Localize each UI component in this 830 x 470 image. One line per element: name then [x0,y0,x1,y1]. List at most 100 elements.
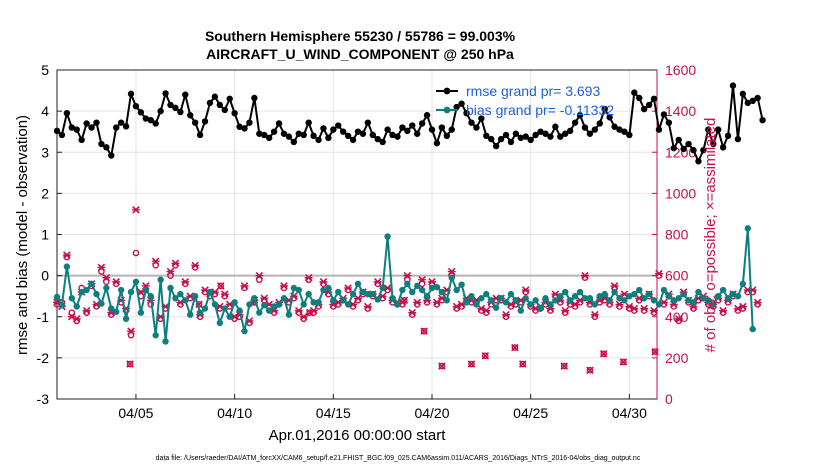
rmse-marker [418,120,426,127]
rmse-marker [413,130,421,137]
bias-marker [685,297,692,304]
obs-possible-marker [191,264,199,271]
bias-marker [389,295,396,302]
legend-rmse-marker [443,87,451,95]
rmse-marker [724,132,732,139]
bias-marker [157,276,164,283]
obs-assimilated-marker [151,257,160,265]
rmse-marker [616,126,623,133]
bias-marker [409,288,416,296]
rmse-marker [196,131,204,139]
bias-marker [626,292,633,300]
rmse-marker [216,101,224,109]
rmse-marker [132,102,140,110]
obs-extra-marker [586,366,594,374]
bias-marker [261,302,268,309]
bias-marker [191,292,199,300]
obs-possible-marker [423,299,431,306]
obs-possible-marker [502,313,510,321]
rmse-marker [586,130,594,137]
rmse-marker [453,103,460,111]
obs-extra-circle [600,350,608,358]
bias-marker [349,290,357,298]
obs-possible-marker [433,301,441,308]
bias-marker [275,301,283,308]
obs-possible-marker [571,303,579,310]
bias-marker [690,299,697,306]
rmse-marker [448,126,455,133]
obs-possible-marker [132,249,140,257]
obs-possible-marker [482,309,490,316]
bias-marker [246,301,253,308]
rmse-marker [463,109,470,117]
obs-extra-circle [401,296,408,304]
rmse-marker [379,138,386,146]
chart-title-line2: AIRCRAFT_U_WIND_COMPONENT @ 250 hPa [206,46,514,62]
obs-possible-marker [458,303,465,310]
legend-bias-marker [443,106,451,114]
obs-extra-marker [305,308,314,317]
bias-marker [621,297,628,304]
obs-possible-marker [408,311,416,318]
bias-marker [117,286,125,294]
obs-possible-marker [172,262,179,269]
bias-marker [631,290,638,298]
rmse-marker [749,97,756,105]
obs-assimilated-marker [166,267,175,276]
rmse-marker [270,128,278,135]
y-right-tick-label: 0 [665,391,673,407]
rmse-marker [566,127,574,135]
bias-marker [285,311,293,318]
rmse-marker [231,109,238,117]
bias-marker [512,297,520,304]
obs-extra-marker [420,327,428,335]
bias-marker [547,301,554,308]
obs-extra-stroke [126,360,134,368]
rmse-marker [162,90,169,97]
obs-possible-marker [344,286,352,294]
x-tick-label: 04/15 [316,405,351,421]
rmse-marker [714,126,722,133]
obs-possible-marker [581,274,589,281]
y-tick-label: 4 [41,103,49,119]
obs-extra-circle [217,282,225,290]
rmse-marker [492,142,500,150]
rmse-marker [636,94,643,102]
bias-marker [379,284,386,292]
rmse-marker [438,124,446,131]
rmse-marker [433,140,441,147]
rmse-marker [280,130,288,137]
y-tick-label: -3 [37,391,50,407]
bias-marker [290,284,298,292]
y-tick-label: 2 [41,185,49,201]
y-tick-label: 1 [41,227,49,243]
rmse-marker [576,112,584,119]
obs-possible-marker [300,315,308,323]
bias-marker [734,292,742,300]
bias-marker [665,292,673,300]
bias-marker [231,299,238,306]
rmse-marker [152,120,159,127]
obs-possible-marker [103,278,110,286]
rmse-marker [640,105,648,113]
bias-marker [428,284,436,292]
rmse-marker [443,132,451,139]
rmse-marker [127,90,135,98]
bias-marker [418,286,426,294]
obs-extra-stroke [467,360,476,368]
bias-marker [251,295,258,302]
rmse-marker [137,109,145,116]
bias-marker [236,307,243,314]
rmse-marker [729,82,737,89]
rmse-marker [527,136,534,144]
obs-possible-marker [640,307,648,314]
rmse-marker [710,140,717,148]
bias-marker [147,292,154,300]
rmse-marker [384,126,391,133]
rmse-marker [98,140,105,148]
obs-possible-marker [221,292,229,300]
obs-possible-marker [675,317,683,325]
obs-possible-marker [334,301,342,308]
bias-marker [660,286,668,294]
bias-marker [58,302,66,309]
